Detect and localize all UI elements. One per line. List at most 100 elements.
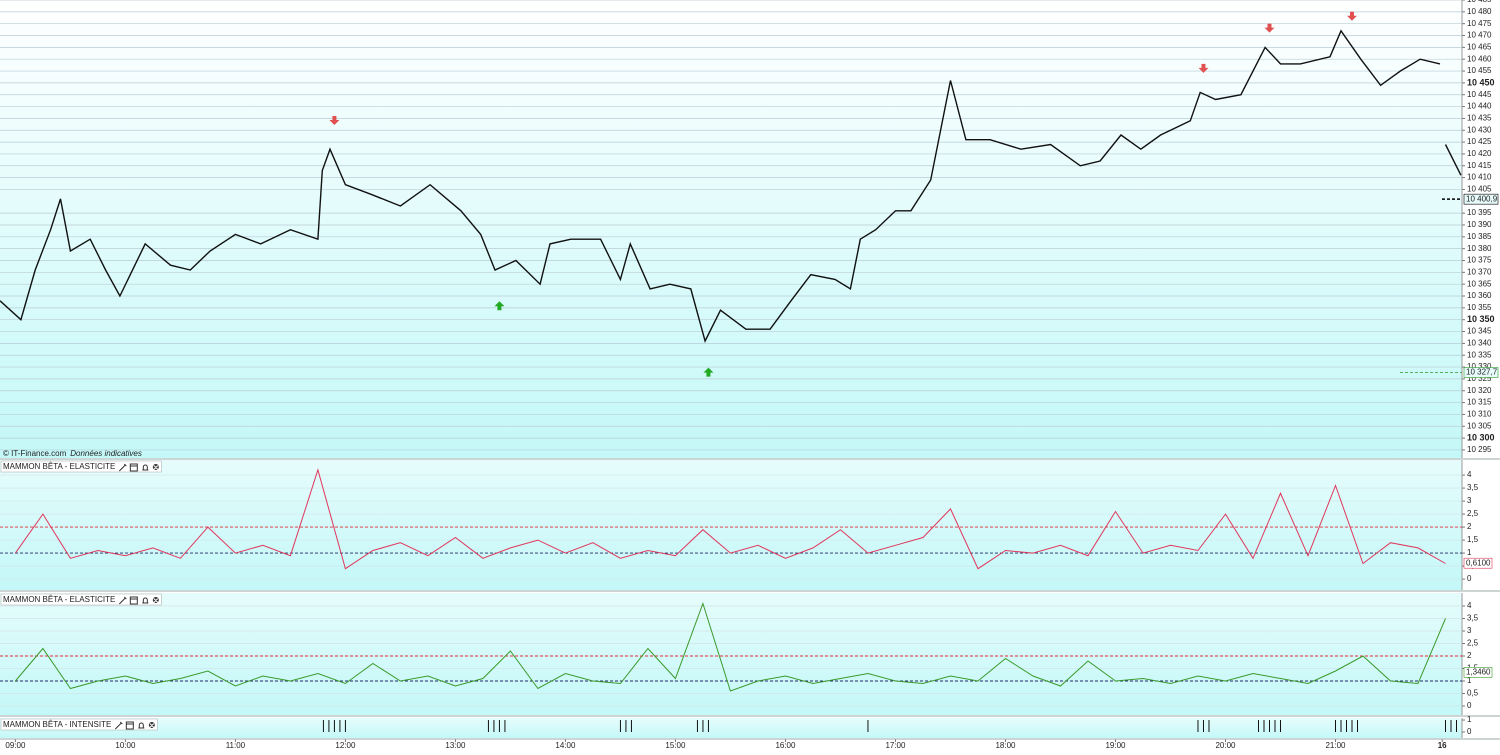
x-tick-label: 12:00 <box>335 741 356 750</box>
y-tick-label: 10 335 <box>1467 350 1492 359</box>
y-tick-label: 10 340 <box>1467 338 1492 347</box>
y-tick-label: 2 <box>1467 651 1472 660</box>
x-tick-label: 20:00 <box>1215 741 1236 750</box>
series-line <box>0 29 1462 343</box>
x-tick-label: 17:00 <box>885 741 906 750</box>
last-value-label: 0,6100 <box>1466 558 1491 567</box>
y-tick-label: 10 325 <box>1467 374 1492 383</box>
panel-icon[interactable] <box>151 596 160 604</box>
panel-icon[interactable] <box>125 721 134 730</box>
y-tick-label: 10 305 <box>1467 421 1492 430</box>
y-tick-label: 10 330 <box>1467 362 1492 371</box>
price-label-box <box>1463 367 1499 378</box>
y-tick-label: 10 295 <box>1467 445 1492 454</box>
x-tick-label: 16 <box>1438 741 1447 750</box>
y-tick-label: 10 415 <box>1467 161 1492 170</box>
y-tick-label: 10 425 <box>1467 137 1492 146</box>
price-label: 10 400,9 <box>1466 194 1498 203</box>
y-tick-label: 0 <box>1467 727 1472 736</box>
panel-icon[interactable] <box>147 721 156 729</box>
axis-background <box>1462 0 1500 458</box>
sell-signal <box>1264 23 1275 33</box>
x-axis-background <box>0 739 1500 755</box>
sell-signal <box>329 115 340 125</box>
y-tick-label: 10 460 <box>1467 54 1492 63</box>
panel-icon[interactable] <box>129 463 138 472</box>
y-tick-label: 10 420 <box>1467 149 1492 158</box>
panel-title-box <box>0 460 162 473</box>
y-tick-label: 10 350 <box>1467 314 1495 324</box>
y-tick-label: 1,5 <box>1467 535 1479 544</box>
y-tick-label: 0 <box>1467 701 1472 710</box>
last-value-box <box>1463 667 1493 678</box>
panel-title: MAMMON BÊTA - ELASTICITE <box>3 595 115 604</box>
y-tick-label: 3,5 <box>1467 483 1479 492</box>
x-tick-label: 09:00 <box>5 741 26 750</box>
panel-background <box>0 593 1462 715</box>
last-value-label: 1,3460 <box>1466 667 1491 676</box>
y-tick-label: 10 465 <box>1467 42 1492 51</box>
sell-signal <box>1346 11 1357 21</box>
y-tick-label: 10 470 <box>1467 31 1492 40</box>
panel-icon[interactable] <box>129 596 138 605</box>
y-tick-label: 2,5 <box>1467 639 1479 648</box>
y-tick-label: 10 390 <box>1467 220 1492 229</box>
y-tick-label: 2 <box>1467 522 1472 531</box>
y-tick-label: 10 360 <box>1467 291 1492 300</box>
y-tick-label: 10 375 <box>1467 256 1492 265</box>
y-tick-label: 10 440 <box>1467 102 1492 111</box>
y-tick-label: 2,5 <box>1467 509 1479 518</box>
y-tick-label: 1 <box>1467 715 1472 724</box>
y-tick-label: 0,5 <box>1467 689 1479 698</box>
panel-title: MAMMON BÊTA - INTENSITE <box>3 720 111 729</box>
x-tick-label: 13:00 <box>445 741 466 750</box>
y-tick-label: 1 <box>1467 676 1472 685</box>
y-tick-label: 10 480 <box>1467 7 1492 16</box>
price-label-box <box>1463 193 1499 205</box>
price-label: 10 327,7 <box>1466 368 1498 377</box>
axis-background <box>1462 718 1500 738</box>
panel-icon[interactable] <box>142 464 149 471</box>
y-tick-label: 10 320 <box>1467 386 1492 395</box>
y-tick-label: 3,5 <box>1467 614 1479 623</box>
panel-icon[interactable] <box>142 597 149 604</box>
y-tick-label: 10 395 <box>1467 208 1492 217</box>
panel-icon[interactable] <box>118 596 127 605</box>
panel-icon[interactable] <box>151 463 160 471</box>
y-tick-label: 10 345 <box>1467 327 1492 336</box>
y-tick-label: 3 <box>1467 626 1472 635</box>
panel-icon[interactable] <box>138 722 145 729</box>
panel-background <box>0 718 1462 738</box>
y-tick-label: 4 <box>1467 470 1472 479</box>
last-value-box <box>1463 557 1493 569</box>
x-tick-label: 10:00 <box>115 741 136 750</box>
y-tick-label: 10 310 <box>1467 410 1492 419</box>
x-tick-label: 16:00 <box>775 741 796 750</box>
series-line <box>14 468 1446 570</box>
y-tick-label: 10 450 <box>1467 77 1495 87</box>
panel-icon[interactable] <box>118 463 127 472</box>
axis-background <box>1462 593 1500 715</box>
sell-signal <box>1198 63 1209 73</box>
x-tick-label: 11:00 <box>226 741 246 750</box>
y-tick-label: 10 370 <box>1467 267 1492 276</box>
y-tick-label: 10 475 <box>1467 19 1492 28</box>
panel-background <box>0 460 1462 590</box>
y-tick-label: 10 455 <box>1467 66 1492 75</box>
series-line <box>15 601 1446 692</box>
buy-signal <box>703 367 714 377</box>
y-tick-label: 10 430 <box>1467 125 1492 134</box>
x-tick-label: 15:00 <box>665 741 686 750</box>
y-tick-label: 4 <box>1467 601 1472 610</box>
y-tick-label: 10 435 <box>1467 114 1492 123</box>
panel-background <box>0 0 1462 458</box>
annotation: © IT-Finance.com <box>3 449 67 458</box>
y-tick-label: 0 <box>1467 574 1472 583</box>
y-tick-label: 10 405 <box>1467 185 1492 194</box>
y-tick-label: 10 300 <box>1467 432 1495 442</box>
panel-icon[interactable] <box>114 721 123 730</box>
annotation: Données indicatives <box>70 449 142 458</box>
x-tick-label: 21:00 <box>1325 741 1346 750</box>
buy-signal <box>494 301 505 311</box>
x-tick-label: 14:00 <box>555 741 576 750</box>
